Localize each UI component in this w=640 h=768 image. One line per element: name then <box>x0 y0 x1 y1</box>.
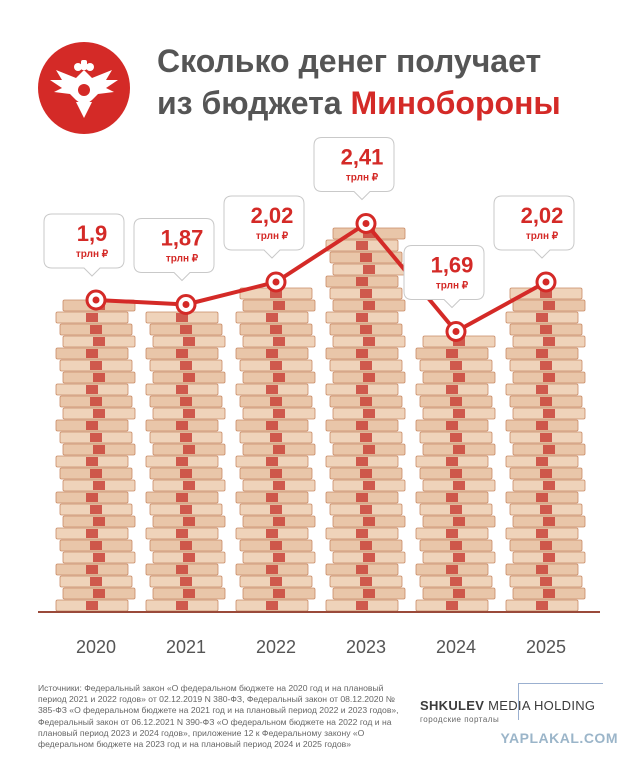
value-callout-2024: 1,69 трлн ₽ <box>403 245 485 309</box>
year-label-2021: 2021 <box>166 637 206 657</box>
brand-frame-decoration <box>518 683 603 720</box>
value-callout-2025: 2,02 трлн ₽ <box>493 195 575 259</box>
year-label-2023: 2023 <box>346 637 386 657</box>
year-label-2020: 2020 <box>76 637 116 657</box>
title-accent: Минобороны <box>350 85 561 121</box>
value-label-2024: 1,69 <box>431 253 474 278</box>
year-label-2022: 2022 <box>256 637 296 657</box>
unit-label-2021: трлн ₽ <box>166 254 199 265</box>
unit-label-2023: трлн ₽ <box>346 173 379 184</box>
money-stack-2020 <box>55 299 136 612</box>
data-points <box>85 213 557 342</box>
brand-subtitle: городские порталы <box>420 715 500 724</box>
value-callout-2022: 2,02 трлн ₽ <box>223 195 305 259</box>
year-label-2024: 2024 <box>436 637 476 657</box>
unit-label-2025: трлн ₽ <box>526 231 559 242</box>
unit-label-2024: трлн ₽ <box>436 281 469 292</box>
footer: Источники: Федеральный закон «О федераль… <box>38 683 598 768</box>
sources-text: Источники: Федеральный закон «О федераль… <box>38 683 399 750</box>
brand-name: SHKULEV MEDIA HOLDING <box>420 698 595 713</box>
unit-label-2020: трлн ₽ <box>76 249 109 260</box>
unit-label-2022: трлн ₽ <box>256 231 289 242</box>
brand-rest: MEDIA HOLDING <box>484 698 596 713</box>
brand-logo: SHKULEV MEDIA HOLDING городские порталы <box>420 698 595 724</box>
value-label-2025: 2,02 <box>521 203 564 228</box>
brand-bold: SHKULEV <box>420 698 485 713</box>
money-stack-2022 <box>235 287 316 612</box>
year-labels: 2020 2021 2022 2023 2024 2025 <box>76 637 566 657</box>
money-stack-2024 <box>415 335 496 612</box>
value-label-2022: 2,02 <box>251 203 294 228</box>
page-title: Сколько денег получает из бюджета Минобо… <box>157 40 617 124</box>
value-label-2023: 2,41 <box>341 145 384 170</box>
value-callout-2021: 1,87 трлн ₽ <box>133 218 215 282</box>
money-stack-2025 <box>505 287 586 612</box>
money-stacks <box>55 227 586 612</box>
year-label-2025: 2025 <box>526 637 566 657</box>
watermark: YAPLAKAL.COM <box>500 730 618 746</box>
value-label-2021: 1,87 <box>161 226 204 251</box>
title-line-2: из бюджета Минобороны <box>157 82 617 124</box>
trend-line <box>95 221 547 334</box>
ministry-emblem-icon <box>38 42 130 134</box>
value-label-2020: 1,9 <box>77 221 108 246</box>
money-stack-2023 <box>325 227 406 612</box>
value-callout-2023: 2,41 трлн ₽ <box>313 137 395 201</box>
value-callout-2020: 1,9 трлн ₽ <box>43 213 125 277</box>
money-stack-2021 <box>145 311 226 612</box>
title-plain: из бюджета <box>157 85 351 121</box>
title-line-1: Сколько денег получает <box>157 43 542 79</box>
